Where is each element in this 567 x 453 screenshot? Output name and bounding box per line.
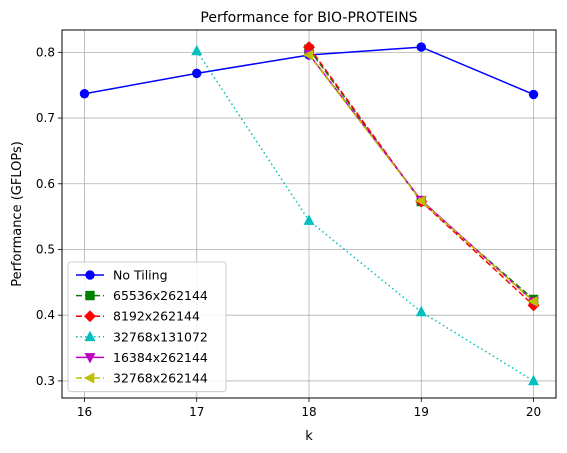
series-line <box>196 50 534 382</box>
x-tick-label: 20 <box>526 405 541 419</box>
y-tick-label: 0.5 <box>36 242 55 256</box>
legend-entry: 32768x262144 <box>76 371 208 386</box>
legend-entry: 16384x262144 <box>76 350 208 365</box>
data-point <box>303 214 315 225</box>
legend-entry: 65536x262144 <box>76 288 208 303</box>
data-point <box>528 89 539 100</box>
x-tick-label: 17 <box>189 405 204 419</box>
legend-marker <box>84 310 96 323</box>
y-tick-label: 0.4 <box>36 308 55 322</box>
data-point <box>79 89 90 99</box>
x-tick-label: 18 <box>301 405 316 419</box>
plot-series <box>79 41 540 386</box>
data-point <box>415 305 427 317</box>
data-point <box>192 68 202 79</box>
legend-label: 32768x262144 <box>113 371 208 386</box>
legend: No Tiling 65536x262144 8192x262144 32768x13… <box>67 261 227 393</box>
data-point <box>191 44 203 56</box>
legend-entry: No Tiling <box>76 268 168 283</box>
legend-label: 16384x262144 <box>113 350 208 365</box>
legend-marker <box>84 330 96 342</box>
x-tick-label: 19 <box>414 405 429 419</box>
legend-label: 8192x262144 <box>113 309 200 324</box>
x-tick-label: 16 <box>77 405 92 419</box>
series-4 <box>191 44 539 386</box>
legend-label: 32768x131072 <box>113 329 208 344</box>
y-axis-ticks: 0.3 0.4 0.5 0.6 0.7 0.8 <box>36 45 62 388</box>
data-point <box>415 195 426 207</box>
series-6 <box>302 49 538 307</box>
legend-marker <box>83 372 95 384</box>
legend-marker <box>84 353 96 364</box>
data-point <box>528 374 539 386</box>
y-tick-label: 0.8 <box>36 45 55 59</box>
y-tick-label: 0.7 <box>36 111 55 125</box>
y-axis-label: Performance (GFLOPs) <box>10 141 25 287</box>
legend-marker <box>85 270 95 280</box>
data-point <box>527 295 538 307</box>
legend-label: 65536x262144 <box>113 288 208 303</box>
data-point <box>302 49 314 61</box>
legend-entry: 8192x262144 <box>76 309 200 324</box>
data-point <box>416 42 426 52</box>
legend-label: No Tiling <box>113 268 168 283</box>
x-axis-label: k <box>305 429 313 444</box>
legend-box <box>67 261 227 393</box>
legend-entry: 32768x131072 <box>76 329 208 344</box>
x-axis-ticks: 16 17 18 19 20 <box>77 398 541 419</box>
legend-marker <box>85 290 95 301</box>
y-tick-label: 0.3 <box>36 374 55 388</box>
y-tick-label: 0.6 <box>36 177 55 191</box>
chart-title: Performance for BIO-PROTEINS <box>200 10 417 26</box>
